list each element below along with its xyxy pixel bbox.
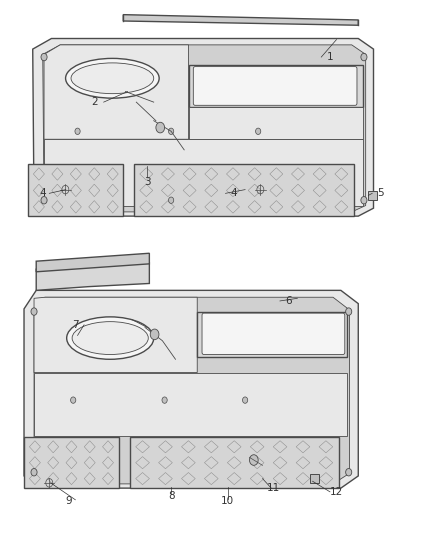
FancyBboxPatch shape <box>368 191 377 200</box>
Text: 4: 4 <box>231 188 237 198</box>
Circle shape <box>75 128 80 134</box>
Polygon shape <box>44 45 188 139</box>
Circle shape <box>243 397 248 403</box>
Circle shape <box>169 128 174 134</box>
Text: 4: 4 <box>39 188 46 198</box>
Ellipse shape <box>72 321 148 354</box>
Text: 7: 7 <box>72 320 79 330</box>
Circle shape <box>346 308 352 316</box>
Circle shape <box>162 397 167 403</box>
Circle shape <box>250 455 258 465</box>
Text: 6: 6 <box>285 296 292 306</box>
Polygon shape <box>188 65 363 108</box>
Text: 5: 5 <box>377 188 383 198</box>
Text: 11: 11 <box>267 483 280 493</box>
Polygon shape <box>34 297 350 484</box>
Circle shape <box>71 397 76 403</box>
Circle shape <box>361 53 367 61</box>
Polygon shape <box>197 312 347 357</box>
Circle shape <box>156 122 165 133</box>
Text: 12: 12 <box>330 487 343 497</box>
Circle shape <box>31 469 37 476</box>
Ellipse shape <box>71 63 154 94</box>
Circle shape <box>41 197 47 204</box>
Polygon shape <box>28 164 123 216</box>
Polygon shape <box>36 262 149 290</box>
Circle shape <box>346 469 352 476</box>
Polygon shape <box>34 297 197 373</box>
Polygon shape <box>130 437 339 488</box>
Polygon shape <box>188 108 363 139</box>
Polygon shape <box>24 437 119 488</box>
Polygon shape <box>24 290 358 488</box>
Text: 8: 8 <box>168 490 174 500</box>
Text: 10: 10 <box>221 496 234 506</box>
Circle shape <box>31 308 37 316</box>
Polygon shape <box>134 164 354 216</box>
Circle shape <box>361 197 367 204</box>
Circle shape <box>255 128 261 134</box>
Polygon shape <box>33 38 374 216</box>
Ellipse shape <box>66 59 159 98</box>
Circle shape <box>41 53 47 61</box>
Circle shape <box>150 329 159 340</box>
Text: 3: 3 <box>144 176 151 187</box>
Polygon shape <box>123 14 358 25</box>
FancyBboxPatch shape <box>310 474 319 483</box>
Ellipse shape <box>67 317 154 359</box>
Polygon shape <box>36 253 149 272</box>
FancyBboxPatch shape <box>193 67 357 106</box>
Text: 1: 1 <box>327 52 333 62</box>
FancyBboxPatch shape <box>202 313 345 354</box>
Text: 2: 2 <box>92 97 98 107</box>
Circle shape <box>169 197 174 204</box>
Polygon shape <box>44 139 363 206</box>
Polygon shape <box>43 45 366 212</box>
Polygon shape <box>34 373 347 436</box>
Text: 9: 9 <box>66 496 72 506</box>
